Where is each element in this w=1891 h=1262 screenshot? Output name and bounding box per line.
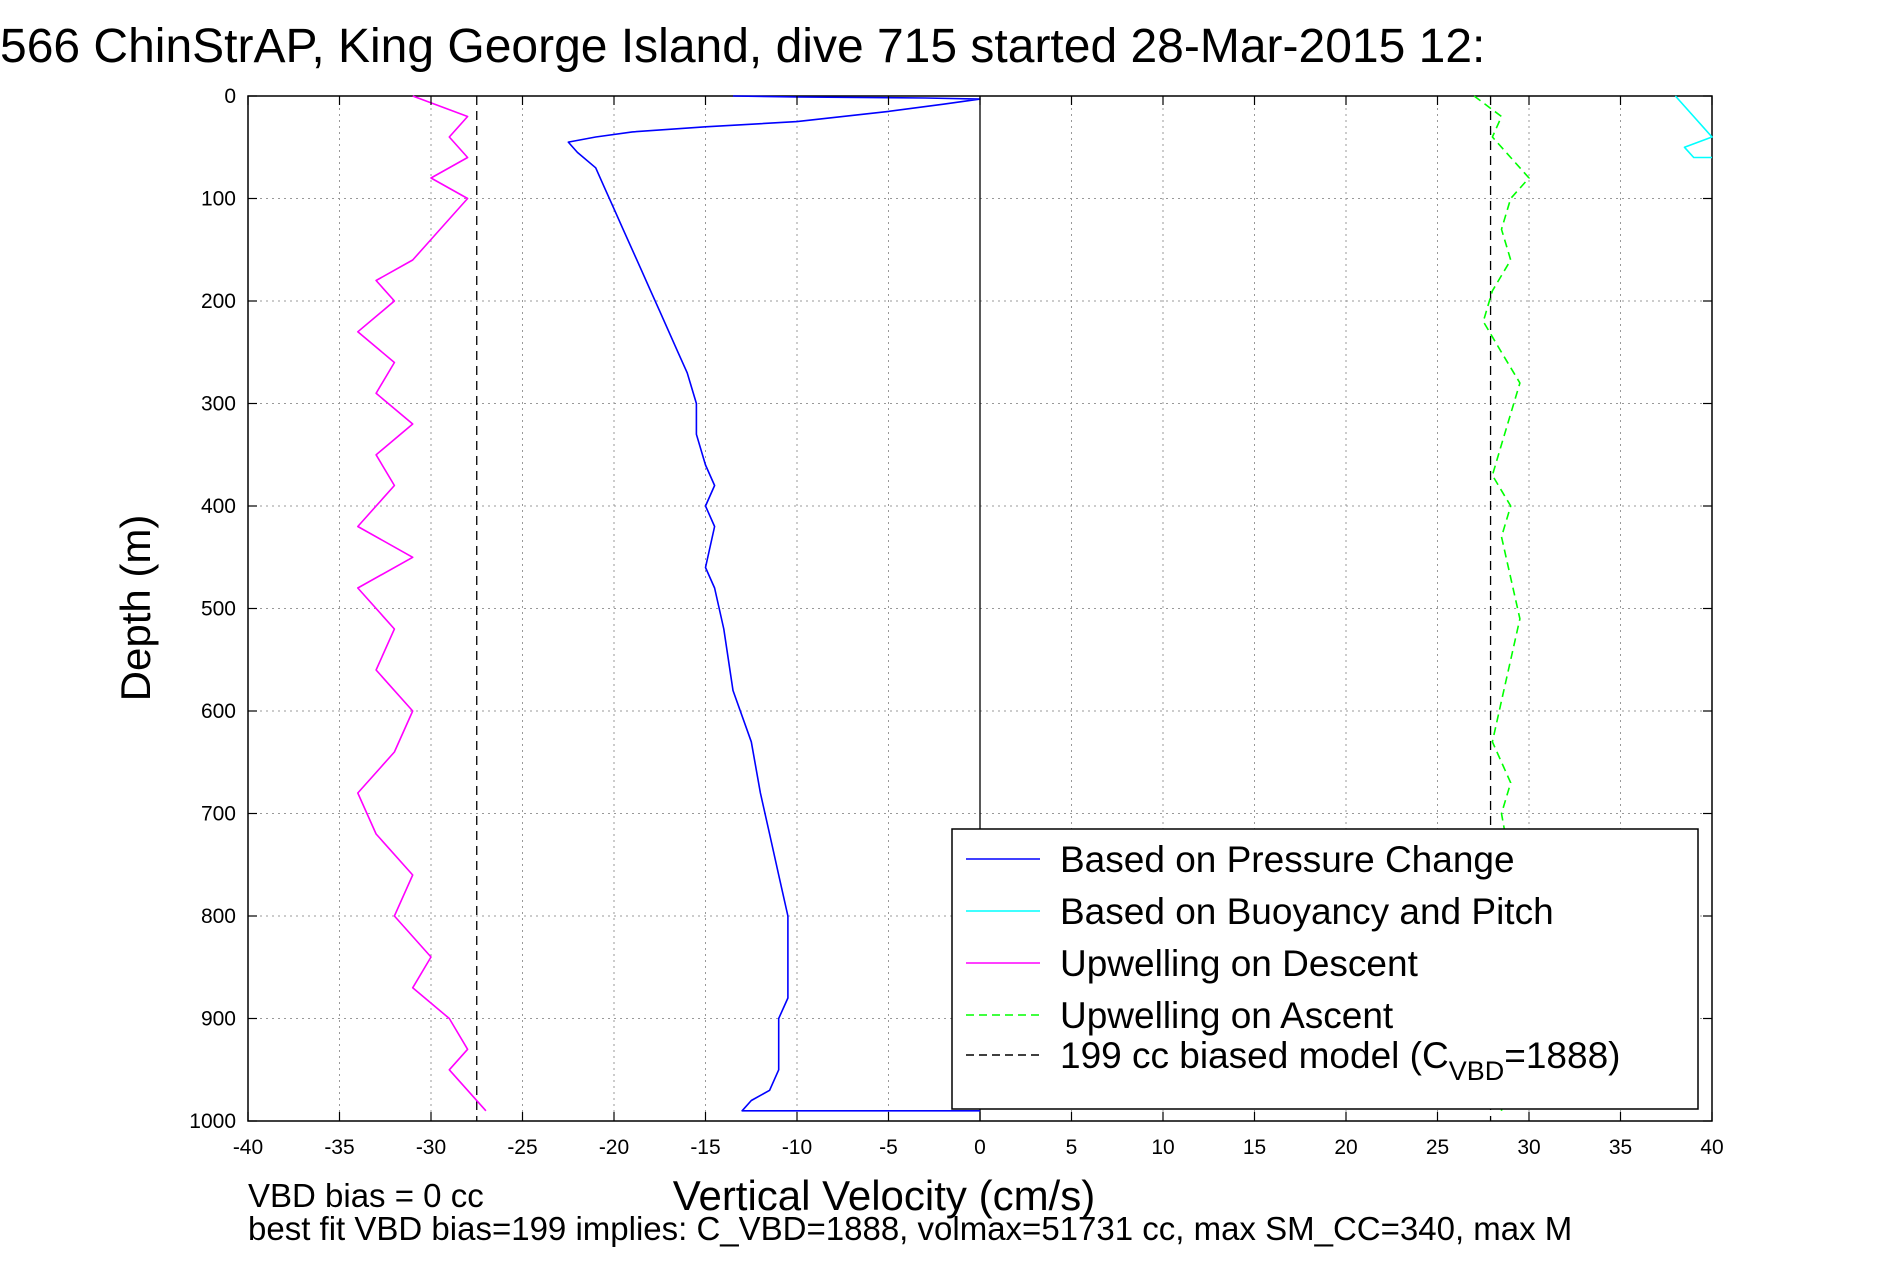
x-tick-label: 25 [1426, 1136, 1449, 1159]
legend: Based on Pressure Change Based on Buoyanc… [951, 828, 1699, 1110]
x-tick-label: 35 [1609, 1136, 1632, 1159]
legend-label: 199 cc biased model (CVBD=1888) [1060, 1035, 1620, 1086]
legend-label-main: 199 cc biased model (C [1060, 1035, 1449, 1076]
y-axis-ticks: 0 100 200 300 400 500 600 700 800 900 1000 [189, 85, 1712, 1133]
y-tick-label: 1000 [189, 1110, 236, 1133]
chart-title: 566 ChinStrAP, King George Island, dive … [0, 20, 1485, 73]
x-tick-label: -25 [507, 1136, 537, 1159]
series-line-0 [567, 95, 981, 1112]
y-tick-label: 0 [224, 85, 236, 108]
legend-box [951, 828, 1699, 1110]
x-axis-ticks: -40 -35 -30 -25 -20 -15 -10 -5 0 5 10 15 20 25 30 35 40 [233, 96, 1724, 1159]
best-fit-note: best fit VBD bias=199 implies: C_VBD=188… [248, 1210, 1572, 1247]
y-tick-label: 600 [201, 700, 236, 723]
legend-label-subscript: VBD [1449, 1056, 1505, 1086]
y-tick-label: 500 [201, 598, 236, 621]
y-tick-label: 100 [201, 188, 236, 211]
x-tick-label: 15 [1243, 1136, 1266, 1159]
x-tick-label: -40 [233, 1136, 263, 1159]
x-tick-label: -10 [782, 1136, 812, 1159]
x-tick-label: -30 [416, 1136, 446, 1159]
y-tick-label: 900 [201, 1008, 236, 1031]
y-tick-label: 700 [201, 803, 236, 826]
x-tick-label: -20 [599, 1136, 629, 1159]
x-tick-label: 40 [1700, 1136, 1723, 1159]
x-tick-label: -5 [879, 1136, 898, 1159]
legend-label: Based on Buoyancy and Pitch [1060, 891, 1554, 932]
y-axis-label: Depth (m) [112, 515, 159, 702]
y-tick-label: 800 [201, 905, 236, 928]
y-tick-label: 200 [201, 290, 236, 313]
legend-label: Upwelling on Descent [1060, 943, 1419, 984]
series-line-1 [1674, 95, 1713, 159]
series-line-2 [356, 95, 487, 1112]
x-tick-label: 20 [1334, 1136, 1357, 1159]
y-tick-label: 400 [201, 495, 236, 518]
series-line-3 [1473, 95, 1530, 1111]
x-tick-label: 30 [1517, 1136, 1540, 1159]
legend-label-tail: =1888) [1504, 1035, 1620, 1076]
x-tick-label: 0 [974, 1136, 986, 1159]
legend-label: Based on Pressure Change [1060, 839, 1515, 880]
x-tick-label: 10 [1151, 1136, 1174, 1159]
y-tick-label: 300 [201, 393, 236, 416]
x-tick-label: -35 [324, 1136, 354, 1159]
x-tick-label: -15 [690, 1136, 720, 1159]
legend-label: Upwelling on Ascent [1060, 995, 1394, 1036]
vbd-bias-note: VBD bias = 0 cc [248, 1177, 484, 1214]
data-series [356, 95, 1713, 1112]
x-tick-label: 5 [1066, 1136, 1078, 1159]
x-axis-label: Vertical Velocity (cm/s) [673, 1172, 1095, 1219]
